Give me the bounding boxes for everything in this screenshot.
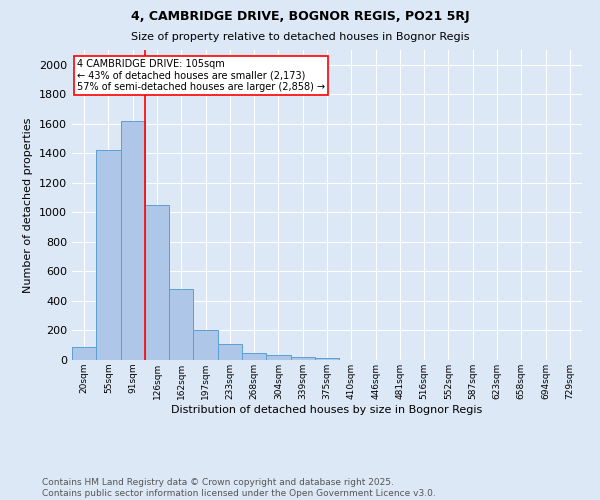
Text: 4, CAMBRIDGE DRIVE, BOGNOR REGIS, PO21 5RJ: 4, CAMBRIDGE DRIVE, BOGNOR REGIS, PO21 5… bbox=[131, 10, 469, 23]
Y-axis label: Number of detached properties: Number of detached properties bbox=[23, 118, 34, 292]
Bar bbox=[145, 205, 169, 360]
Text: 4 CAMBRIDGE DRIVE: 105sqm
← 43% of detached houses are smaller (2,173)
57% of se: 4 CAMBRIDGE DRIVE: 105sqm ← 43% of detac… bbox=[77, 60, 325, 92]
Text: Size of property relative to detached houses in Bognor Regis: Size of property relative to detached ho… bbox=[131, 32, 469, 42]
Bar bbox=[315, 358, 339, 360]
Bar bbox=[242, 354, 266, 360]
Bar bbox=[193, 330, 218, 360]
Bar bbox=[96, 150, 121, 360]
Text: Contains HM Land Registry data © Crown copyright and database right 2025.
Contai: Contains HM Land Registry data © Crown c… bbox=[42, 478, 436, 498]
Bar bbox=[290, 357, 315, 360]
Bar bbox=[218, 344, 242, 360]
X-axis label: Distribution of detached houses by size in Bognor Regis: Distribution of detached houses by size … bbox=[172, 404, 482, 414]
Bar bbox=[72, 348, 96, 360]
Bar bbox=[169, 289, 193, 360]
Bar bbox=[266, 355, 290, 360]
Bar bbox=[121, 121, 145, 360]
